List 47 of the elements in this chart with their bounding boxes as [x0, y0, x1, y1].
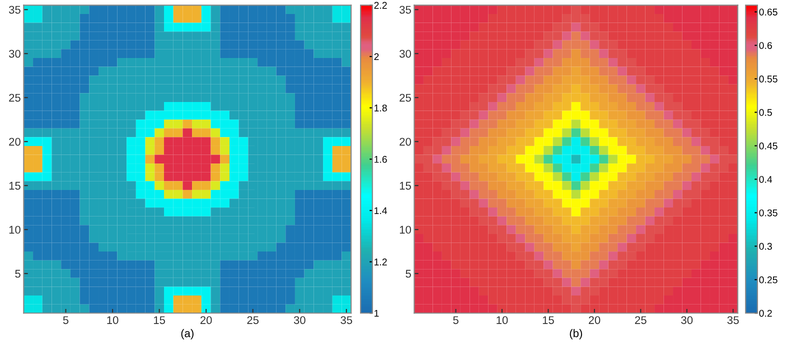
y-tick-label: 35: [8, 6, 20, 14]
color-bar-label: 0.45: [759, 142, 778, 150]
y-tick-label: 25: [400, 94, 411, 102]
y-tick-label: 30: [8, 50, 20, 58]
y-tick-label: 10: [9, 226, 20, 234]
x-tick-label: 5: [63, 316, 68, 324]
y-tick-label: 20: [400, 138, 412, 146]
y-tick-label: 5: [15, 270, 20, 278]
y-tick-label: 15: [400, 182, 411, 190]
x-tick-label: 10: [496, 316, 508, 324]
x-tick-label: 5: [453, 316, 458, 324]
color-bar-label: 0.2: [759, 310, 772, 317]
color-bar-label: 0.65: [759, 8, 778, 16]
y-tick-label: 15: [9, 182, 20, 190]
color-bar-label: 1.8: [374, 104, 387, 112]
x-tick-label: 10: [107, 316, 118, 324]
x-tick-label: 30: [681, 316, 693, 324]
x-tick-label: 30: [294, 316, 306, 324]
x-tick-label: 35: [727, 316, 739, 324]
color-bar-label: 2.2: [374, 2, 387, 9]
color-bar-label: 0.25: [759, 276, 778, 284]
x-tick-label: 25: [635, 316, 646, 324]
color-bar-label: 1: [374, 310, 379, 317]
color-bar-label: 2: [374, 53, 379, 60]
x-tick-label: 15: [542, 316, 554, 324]
x-tick-label: 20: [200, 316, 212, 324]
color-bar-label: 0.55: [759, 76, 778, 82]
y-tick-label: 5: [406, 270, 411, 278]
color-bar-label: 0.6: [759, 42, 772, 49]
x-tick-label: 25: [247, 316, 259, 324]
color-bar-label: 0.35: [759, 209, 778, 216]
y-tick-label: 20: [9, 138, 20, 146]
x-axis-title: (b): [570, 329, 582, 340]
color-bar-label: 1.6: [374, 156, 387, 163]
x-tick-label: 15: [154, 316, 166, 324]
color-bar-label: 0.4: [759, 176, 772, 183]
color-bar-label: 1.2: [374, 258, 387, 266]
x-axis-title: (a): [181, 329, 194, 340]
y-tick-label: 30: [400, 50, 412, 58]
color-bar-label: 0.3: [759, 242, 772, 250]
color-bar-label: 0.5: [759, 109, 772, 116]
color-bar-label: 1.4: [374, 207, 388, 214]
x-tick-label: 35: [340, 316, 352, 324]
y-tick-label: 35: [400, 6, 411, 14]
y-tick-label: 10: [400, 226, 412, 234]
x-tick-label: 20: [588, 316, 600, 324]
y-tick-label: 25: [9, 94, 20, 102]
